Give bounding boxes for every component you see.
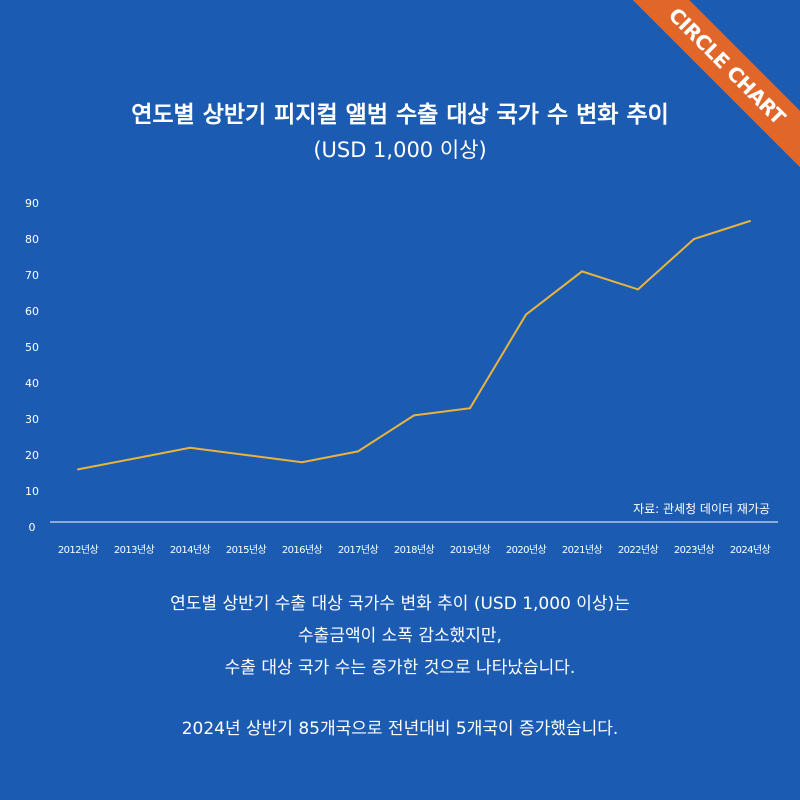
source-note: 자료: 관세청 데이터 재가공	[633, 502, 770, 516]
y-tick-label: 40	[25, 377, 39, 390]
y-tick-label: 70	[25, 269, 39, 282]
data-point	[525, 313, 527, 316]
x-tick-label: 2020년상	[506, 544, 547, 556]
line-chart: 0 10 20 30 40 50 60 70 80 90 2012년상 2013년상 2014년상 201…	[25, 197, 778, 556]
x-tick-label: 2019년상	[450, 544, 491, 556]
data-point	[637, 288, 639, 291]
chart-subtitle: (USD 1,000 이상)	[313, 138, 487, 162]
x-tick-label: 2022년상	[618, 544, 659, 556]
y-tick-label: 10	[25, 485, 39, 498]
data-point	[581, 270, 583, 273]
chart-title: 연도별 상반기 피지컬 앨범 수출 대상 국가 수 변화 추이	[131, 102, 669, 128]
y-tick-label: 20	[25, 449, 39, 462]
y-tick-label: 50	[25, 341, 39, 354]
y-tick-label: 30	[25, 413, 39, 426]
x-tick-label: 2013년상	[114, 544, 155, 556]
data-point	[77, 468, 79, 471]
x-tick-label: 2018년상	[394, 544, 435, 556]
data-point	[189, 446, 191, 449]
data-point	[469, 407, 471, 410]
data-point	[749, 220, 751, 222]
series-line	[77, 220, 751, 471]
data-point	[133, 457, 135, 460]
data-point	[301, 461, 303, 464]
data-point	[413, 414, 415, 417]
x-tick-label: 2017년상	[338, 544, 379, 556]
y-tick-label: 60	[25, 305, 39, 318]
description-line-3: 수출 대상 국가 수는 증가한 것으로 나타났습니다.	[224, 658, 576, 678]
description-line-4: 2024년 상반기 85개국으로 전년대비 5개국이 증가했습니다.	[181, 719, 619, 739]
x-tick-label: 2012년상	[58, 544, 99, 556]
y-tick-label: 90	[25, 197, 39, 210]
y-tick-label: 0	[29, 521, 36, 534]
description-line-2: 수출금액이 소폭 감소했지만,	[298, 626, 502, 646]
x-tick-label: 2016년상	[282, 544, 323, 556]
x-tick-label: 2024년상	[730, 544, 771, 556]
x-tick-label: 2014년상	[170, 544, 211, 556]
x-tick-label: 2023년상	[674, 544, 715, 556]
data-point	[693, 238, 695, 240]
x-tick-label: 2021년상	[562, 544, 603, 556]
description-line-1: 연도별 상반기 수출 대상 국가수 변화 추이 (USD 1,000 이상)는	[170, 594, 630, 614]
y-tick-label: 80	[25, 233, 39, 246]
x-tick-label: 2015년상	[226, 544, 267, 556]
data-point	[245, 454, 247, 456]
data-point	[357, 450, 359, 453]
